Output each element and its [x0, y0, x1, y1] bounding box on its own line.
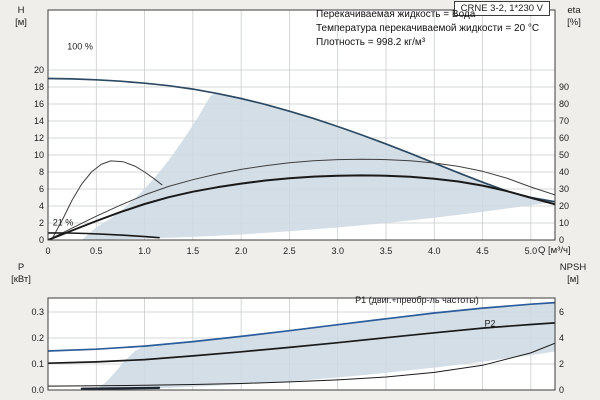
pump-model-box: CRNE 3-2, 1*230 V	[453, 1, 550, 16]
right-tick-label: 0	[559, 385, 564, 395]
power-curve-21pct	[80, 386, 161, 390]
right-tick-label: 40	[559, 167, 569, 177]
left-tick-label: 16	[34, 99, 44, 109]
right-tick-label: 0	[559, 235, 564, 245]
plot-frame	[47, 297, 556, 391]
curve-label: 100 %	[67, 42, 93, 52]
x-tick-label: 0.5	[90, 246, 103, 256]
right-tick-label: 10	[559, 218, 569, 228]
left-tick-label: 12	[34, 133, 44, 143]
right-tick-label: 60	[559, 133, 569, 143]
right-tick-label: 20	[559, 201, 569, 211]
axis-title-line: eta	[567, 5, 581, 16]
left-axis-title: H [м]	[8, 5, 34, 29]
right-tick-label: 50	[559, 150, 569, 160]
left-tick-label: 0	[39, 235, 44, 245]
qh-chart: 0 0.5 1.0 1.5 2.0 2.5 3.0 3.5 4.0 4.5 5.0 0 2 4 6 8 10 12…	[34, 9, 569, 256]
x-tick-label: 2.0	[235, 246, 248, 256]
left-tick-label: 2	[39, 218, 44, 228]
x-tick-label: 4.5	[476, 246, 489, 256]
x-tick-label: 0	[45, 246, 50, 256]
right-tick-label: 6	[559, 307, 564, 317]
left-tick-label: 0.0	[31, 385, 44, 395]
npsh-curve	[48, 342, 555, 387]
x-tick-label: 3.0	[331, 246, 344, 256]
left-tick-label: 0.1	[31, 359, 44, 369]
axis-title-line: [%]	[567, 17, 581, 28]
p1-power-curve	[48, 301, 555, 352]
fluid-info-line: Перекачиваемая жидкость = Вода	[316, 9, 476, 20]
axis-title-line: NPSH	[559, 262, 587, 273]
axis-title-line: [м]	[567, 274, 579, 285]
axis-title-line: [кВт]	[11, 274, 31, 285]
power-envelope	[96, 302, 555, 390]
power-axis-title: P [кВт]	[4, 262, 38, 286]
fluid-info-line: Плотность = 998.2 кг/м³	[316, 37, 426, 48]
curve-label: 21 %	[53, 218, 74, 228]
right-tick-label: 80	[559, 99, 569, 109]
left-tick-label: 20	[34, 65, 44, 75]
x-tick-label: 3.5	[380, 246, 393, 256]
right-tick-label: 70	[559, 116, 569, 126]
p2-power-curve	[48, 322, 555, 365]
x-tick-label: 2.5	[283, 246, 296, 256]
fluid-info-block: Перекачиваемая жидкость = Вода Температу…	[316, 8, 539, 50]
x-tick-label: 1.5	[187, 246, 200, 256]
right-tick-label: 90	[559, 82, 569, 92]
left-tick-label: 6	[39, 184, 44, 194]
plot-frame	[47, 9, 556, 241]
right-axis-title: eta [%]	[556, 5, 592, 29]
eta-reduced-speed-curve	[52, 160, 163, 238]
head-curve-100pct	[48, 77, 555, 203]
left-tick-label: 18	[34, 82, 44, 92]
left-tick-label: 4	[39, 201, 44, 211]
axis-title-line: P	[17, 262, 25, 273]
x-tick-label: 4.0	[428, 246, 441, 256]
head-curve-21pct	[48, 232, 160, 239]
x-tick-label: 5.0	[525, 246, 538, 256]
right-tick-label: 2	[559, 359, 564, 369]
power-npsh-chart: 0.0 0.1 0.2 0.3 0 2 4 6 P1 (двиг.+преобр-ль част…	[31, 295, 564, 395]
left-tick-label: 0.2	[31, 333, 44, 343]
curve-label: P2	[485, 318, 496, 328]
fluid-info-line: Температура перекачиваемой жидкости = 20…	[316, 23, 540, 34]
eta-total-curve	[48, 174, 555, 240]
axis-title-line: [м]	[15, 17, 27, 28]
right-tick-label: 30	[559, 184, 569, 194]
left-tick-label: 14	[34, 116, 44, 126]
axis-title-line: H	[17, 5, 25, 16]
speed-control-envelope	[81, 93, 555, 240]
left-tick-label: 0.3	[31, 307, 44, 317]
eta-pump-curve	[48, 158, 555, 240]
left-tick-label: 8	[39, 167, 44, 177]
x-tick-label: 1.0	[138, 246, 151, 256]
x-axis-title: Q [м³/ч]	[538, 245, 571, 256]
curve-label: P1 (двиг.+преобр-ль частоты)	[355, 295, 479, 305]
npsh-axis-title: NPSH [м]	[550, 262, 596, 286]
right-tick-label: 4	[559, 333, 564, 343]
left-tick-label: 10	[34, 150, 44, 160]
